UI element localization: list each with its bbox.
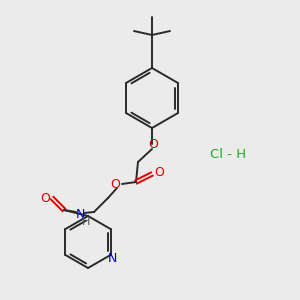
Text: O: O [154, 166, 164, 178]
Text: O: O [110, 178, 120, 190]
Text: O: O [148, 139, 158, 152]
Text: N: N [108, 251, 117, 265]
Text: O: O [40, 191, 50, 205]
Text: N: N [75, 208, 85, 220]
Text: Cl - H: Cl - H [210, 148, 246, 161]
Text: H: H [82, 217, 90, 227]
